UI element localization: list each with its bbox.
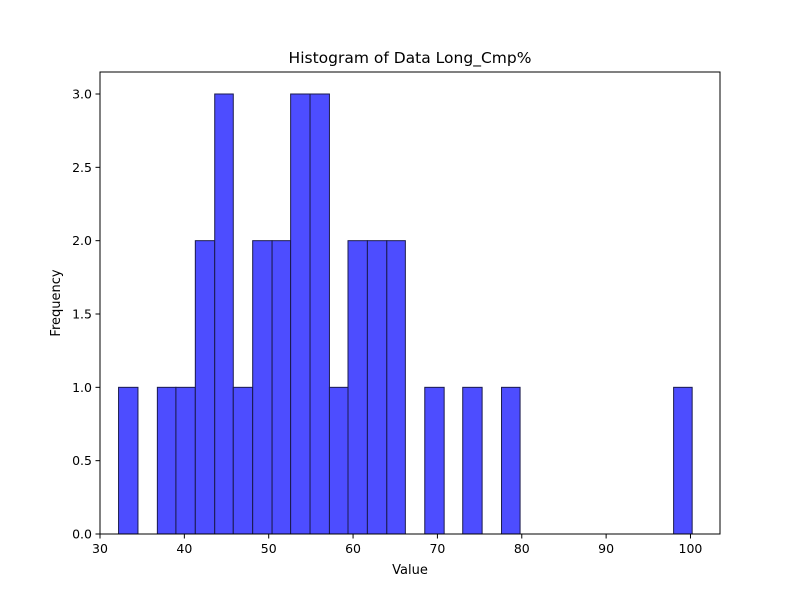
histogram-bar-20 — [501, 386, 521, 535]
x-tick-label: 60 — [345, 541, 361, 556]
x-tick-label: 70 — [429, 541, 445, 556]
histogram-bar-12 — [347, 240, 368, 535]
y-axis-label: Frequency — [49, 269, 64, 336]
histogram-bar-9 — [290, 93, 311, 535]
histogram-bar-29 — [673, 386, 693, 535]
histogram-bar-8 — [271, 240, 292, 535]
histogram-bar-0 — [118, 386, 139, 535]
x-axis-ticks: 30 40 50 60 70 80 90 100 — [92, 534, 702, 556]
y-tick-label: 0.0 — [72, 527, 92, 542]
histogram-bar-11 — [328, 386, 349, 535]
histogram-bar-2 — [156, 386, 177, 535]
y-tick-label: 2.5 — [72, 160, 92, 175]
y-axis-ticks: 0.0 0.5 1.0 1.5 2.0 2.5 3.0 — [72, 87, 100, 542]
x-tick-label: 30 — [92, 541, 108, 556]
histogram-bar-18 — [462, 386, 483, 535]
histogram-bar-3 — [175, 386, 196, 535]
x-tick-label: 100 — [679, 541, 703, 556]
histogram-bar-4 — [194, 240, 216, 535]
x-tick-label: 80 — [514, 541, 530, 556]
y-tick-label: 2.0 — [72, 233, 92, 248]
y-tick-label: 1.0 — [72, 380, 92, 395]
y-tick-label: 0.5 — [72, 453, 92, 468]
x-axis-label: Value — [392, 563, 428, 578]
histogram-bars — [118, 93, 693, 535]
chart-title: Histogram of Data Long_Cmp% — [289, 49, 532, 68]
histogram-bar-10 — [309, 93, 330, 535]
plot-area-frame — [99, 71, 721, 535]
histogram-bar-16 — [424, 386, 445, 535]
histogram-bar-6 — [232, 386, 254, 535]
histogram-bar-5 — [214, 93, 234, 535]
histogram-bar-7 — [252, 240, 273, 535]
y-tick-label: 1.5 — [72, 307, 92, 322]
y-tick-label: 3.0 — [72, 87, 92, 102]
x-tick-label: 40 — [176, 541, 192, 556]
histogram-bar-13 — [366, 240, 388, 535]
histogram-bar-14 — [386, 240, 406, 535]
x-tick-label: 50 — [261, 541, 277, 556]
x-tick-label: 90 — [598, 541, 614, 556]
